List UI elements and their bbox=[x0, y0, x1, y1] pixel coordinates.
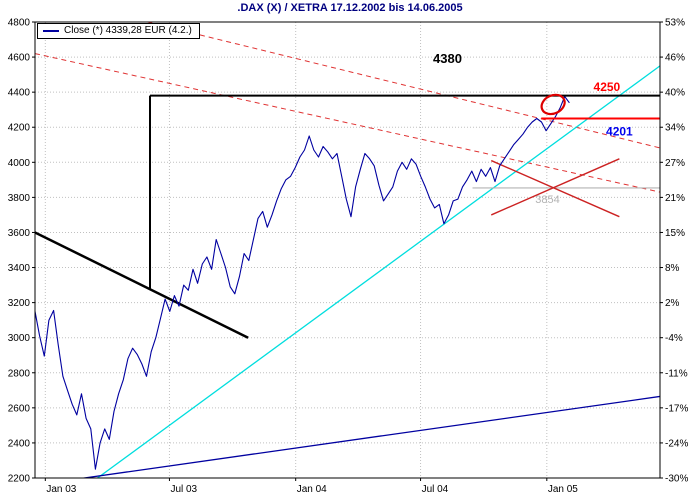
highlight-ellipse bbox=[540, 93, 566, 116]
resistance-4380-label: 4380 bbox=[433, 51, 462, 66]
y-right-tick-label: 15% bbox=[665, 228, 685, 239]
x-tick-label: Jan 04 bbox=[297, 484, 327, 495]
y-left-tick-label: 4000 bbox=[8, 158, 31, 169]
channel-upper-line bbox=[147, 22, 660, 149]
gridlines bbox=[35, 22, 660, 478]
y-right-tick-label: 27% bbox=[665, 158, 685, 169]
level-4201-label: 4201 bbox=[606, 125, 633, 139]
y-left-tick-label: 2600 bbox=[8, 403, 31, 414]
y-left-tick-label: 3800 bbox=[8, 193, 31, 204]
y-left-tick-label: 4800 bbox=[8, 18, 31, 29]
downtrend-line bbox=[35, 231, 249, 339]
y-left-tick-label: 3200 bbox=[8, 298, 31, 309]
x-tick-label: Jan 05 bbox=[548, 484, 578, 495]
y-right-tick-label: -17% bbox=[665, 403, 688, 414]
y-left-tick-label: 4600 bbox=[8, 53, 31, 64]
y-right-tick-label: -24% bbox=[665, 438, 688, 449]
price-line bbox=[35, 95, 570, 470]
y-left-tick-label: 2400 bbox=[8, 438, 31, 449]
y-left-tick-label: 2800 bbox=[8, 368, 31, 379]
y-right-tick-label: 53% bbox=[665, 18, 685, 29]
y-left-tick-label: 2200 bbox=[8, 474, 31, 485]
y-right-tick-label: 8% bbox=[665, 263, 680, 274]
y-right-tick-label: -11% bbox=[665, 368, 688, 379]
y-left-tick-label: 3400 bbox=[8, 263, 31, 274]
y-right-tick-label: 2% bbox=[665, 298, 680, 309]
y-right-tick-label: 46% bbox=[665, 53, 685, 64]
y-right-tick-label: -4% bbox=[665, 333, 683, 344]
x-tick-label: Jan 03 bbox=[46, 484, 76, 495]
level-annotations: 4380 4250 4201 3854 bbox=[149, 51, 660, 289]
x-tick-label: Jul 03 bbox=[170, 484, 197, 495]
y-left-tick-label: 3600 bbox=[8, 228, 31, 239]
trendline-annotations bbox=[35, 22, 660, 478]
level-3854-label: 3854 bbox=[535, 194, 559, 206]
plot-border bbox=[34, 21, 661, 479]
y-right-tick-label: -30% bbox=[665, 474, 688, 485]
legend-box: Close (*) 4339,28 EUR (4.2.) bbox=[37, 23, 200, 39]
chart-title: .DAX (X) / XETRA 17.12.2002 bis 14.06.20… bbox=[237, 2, 463, 14]
uptrend-support-line bbox=[97, 65, 660, 478]
legend-label: Close (*) 4339,28 EUR (4.2.) bbox=[64, 25, 192, 36]
x-tick-label: Jul 04 bbox=[422, 484, 449, 495]
close-series-marker bbox=[43, 29, 59, 32]
y-right-tick-label: 21% bbox=[665, 193, 685, 204]
channel-lower-line bbox=[35, 53, 660, 193]
y-left-tick-label: 3000 bbox=[8, 333, 31, 344]
invalidation-cross-segment bbox=[490, 159, 620, 218]
invalidation-cross-segment bbox=[490, 158, 620, 216]
y-left-tick-label: 4200 bbox=[8, 123, 31, 134]
level-4250-label: 4250 bbox=[594, 80, 621, 94]
y-right-tick-label: 34% bbox=[665, 123, 685, 134]
axes bbox=[32, 21, 663, 481]
y-left-tick-label: 4400 bbox=[8, 88, 31, 99]
y-right-tick-label: 40% bbox=[665, 88, 685, 99]
axis-labels: 4800 4600 4400 4200 4000 3800 3600 3400 3200 3000… bbox=[8, 18, 689, 496]
price-line-group bbox=[35, 95, 570, 470]
long-term-support-line bbox=[79, 395, 660, 478]
